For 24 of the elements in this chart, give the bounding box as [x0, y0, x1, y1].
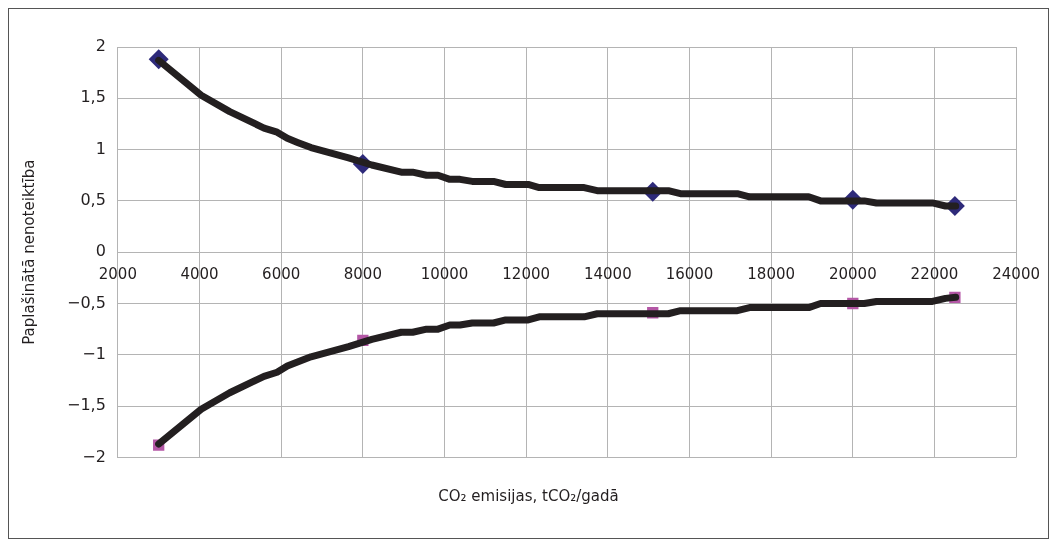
x-tick-label: 8000 [343, 265, 382, 284]
x-tick-label: 20000 [828, 265, 877, 284]
x-tick-label: 22000 [910, 265, 959, 284]
x-tick-label: 24000 [992, 265, 1040, 284]
y-tick-label: 1,5 [80, 87, 106, 107]
y-tick-label: 1 [95, 138, 106, 158]
y-tick-label: −0,5 [66, 292, 106, 312]
x-tick-label: 6000 [262, 265, 301, 284]
x-tick-label: 4000 [180, 265, 219, 284]
x-tick-label: 10000 [420, 265, 469, 284]
y-tick-label: 2 [95, 36, 106, 56]
y-tick-label: −1 [82, 343, 106, 363]
x-tick-label: 18000 [747, 265, 796, 284]
y-tick-label: −2 [82, 446, 106, 466]
x-axis-title: CO₂ emisijas, tCO₂/gadā [437, 487, 620, 505]
x-tick-label: 16000 [665, 265, 714, 284]
x-tick-label: 12000 [502, 265, 551, 284]
y-tick-label: 0,5 [80, 190, 106, 210]
frame: Paplašinātā nenoteiktība 2000 4000 6000 8000 10000 12000 14000 16000 18000 20000 22000 24000 −2 −1,5 −1 −0,5 0 0,5 1 1,5 2 CO₂ emisijas, tCO₂/gadā [8, 8, 1049, 539]
y-tick-label: 0 [95, 241, 106, 261]
x-tick-label: 2000 [98, 265, 137, 284]
y-axis-title: Paplašinātā nenoteiktība [19, 159, 38, 345]
y-tick-label: −1,5 [66, 395, 106, 415]
x-tick-label: 14000 [583, 265, 632, 284]
